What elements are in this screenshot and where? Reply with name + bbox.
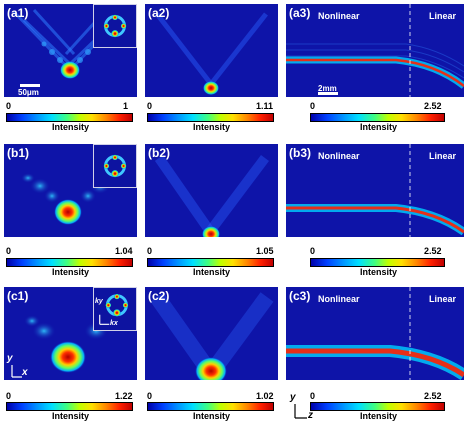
- panel-b1: (b1): [4, 144, 137, 237]
- propagation-c3: [286, 287, 464, 380]
- axis-ky-label: ky: [95, 298, 103, 305]
- panel-label: (a3): [289, 6, 311, 20]
- panel-b3: (b3) Nonlinear Linear: [286, 144, 464, 237]
- panel-label: (c3): [289, 289, 311, 303]
- k-space-inset: [93, 4, 137, 48]
- panel-label: (a2): [148, 6, 170, 20]
- colorbar-max: 2.52: [424, 391, 442, 401]
- colorbar-label: Intensity: [51, 267, 89, 277]
- panel-label: (b1): [7, 146, 29, 160]
- panel-label: (c1): [7, 289, 29, 303]
- propagation-a3: [286, 4, 464, 97]
- colorbar-label: Intensity: [192, 267, 230, 277]
- colorbar-max: 1.02: [256, 391, 274, 401]
- propagation-b3: [286, 144, 464, 237]
- colorbar-min: 0: [6, 101, 12, 111]
- colorbar-label: Intensity: [51, 122, 89, 132]
- linear-label: Linear: [428, 294, 456, 304]
- colorbar: [310, 258, 445, 267]
- colorbar-min: 0: [310, 391, 316, 401]
- colorbar-min: 0: [310, 101, 316, 111]
- nonlinear-label: Nonlinear: [318, 11, 360, 21]
- colorbar: [6, 402, 133, 411]
- field-pattern-b2: [145, 144, 278, 237]
- panel-c1: (c1) ky kx y x: [4, 287, 137, 380]
- scale-bar: [318, 92, 338, 95]
- colorbar: [6, 113, 133, 122]
- panel-label: (c2): [148, 289, 170, 303]
- k-space-inset: [93, 144, 137, 188]
- panel-label: (b2): [148, 146, 170, 160]
- scale-bar: [20, 84, 40, 87]
- axis-z-label: z: [308, 410, 313, 421]
- colorbar-label: Intensity: [359, 122, 397, 132]
- panel-label: (a1): [7, 6, 29, 20]
- colorbar-label: Intensity: [192, 411, 230, 421]
- field-pattern-a2: [145, 4, 278, 97]
- axis-kx-label: kx: [110, 320, 118, 327]
- colorbar-min: 0: [6, 246, 12, 256]
- panel-c2: (c2): [145, 287, 278, 380]
- colorbar-max: 1.05: [256, 246, 274, 256]
- colorbar-max: 2.52: [424, 101, 442, 111]
- scale-bar-label: 2mm: [318, 84, 337, 93]
- colorbar-min: 0: [310, 246, 316, 256]
- scale-bar-label: 50μm: [18, 88, 39, 97]
- k-space-inset: ky kx: [93, 287, 137, 331]
- linear-label: Linear: [428, 11, 456, 21]
- colorbar-min: 0: [147, 391, 153, 401]
- colorbar-label: Intensity: [192, 122, 230, 132]
- colorbar-label: Intensity: [359, 411, 397, 421]
- colorbar-min: 0: [6, 391, 12, 401]
- yz-axes-icon: [294, 404, 307, 419]
- panel-a2: (a2): [145, 4, 278, 97]
- colorbar: [147, 402, 274, 411]
- axis-x-label: x: [22, 367, 28, 378]
- colorbar: [147, 258, 274, 267]
- colorbar-label: Intensity: [359, 267, 397, 277]
- panel-label: (b3): [289, 146, 311, 160]
- axis-y-label: y: [290, 392, 296, 403]
- colorbar-max: 1.22: [115, 391, 133, 401]
- colorbar: [310, 402, 445, 411]
- field-pattern-c2: [145, 287, 278, 380]
- panel-a1: (a1) 50μm: [4, 4, 137, 97]
- linear-label: Linear: [428, 151, 456, 161]
- colorbar-min: 0: [147, 246, 153, 256]
- colorbar-max: 1.11: [256, 101, 274, 111]
- colorbar: [6, 258, 133, 267]
- colorbar-max: 2.52: [424, 246, 442, 256]
- colorbar-label: Intensity: [51, 411, 89, 421]
- colorbar-min: 0: [147, 101, 153, 111]
- colorbar-max: 1: [123, 101, 129, 111]
- colorbar-max: 1.04: [115, 246, 133, 256]
- colorbar: [147, 113, 274, 122]
- nonlinear-label: Nonlinear: [318, 151, 360, 161]
- axis-y-label: y: [7, 353, 13, 364]
- colorbar: [310, 113, 445, 122]
- xy-axes-icon: [11, 365, 22, 378]
- panel-b2: (b2): [145, 144, 278, 237]
- nonlinear-label: Nonlinear: [318, 294, 360, 304]
- panel-a3: (a3) Nonlinear Linear 2mm: [286, 4, 464, 97]
- panel-c3: (c3) Nonlinear Linear: [286, 287, 464, 380]
